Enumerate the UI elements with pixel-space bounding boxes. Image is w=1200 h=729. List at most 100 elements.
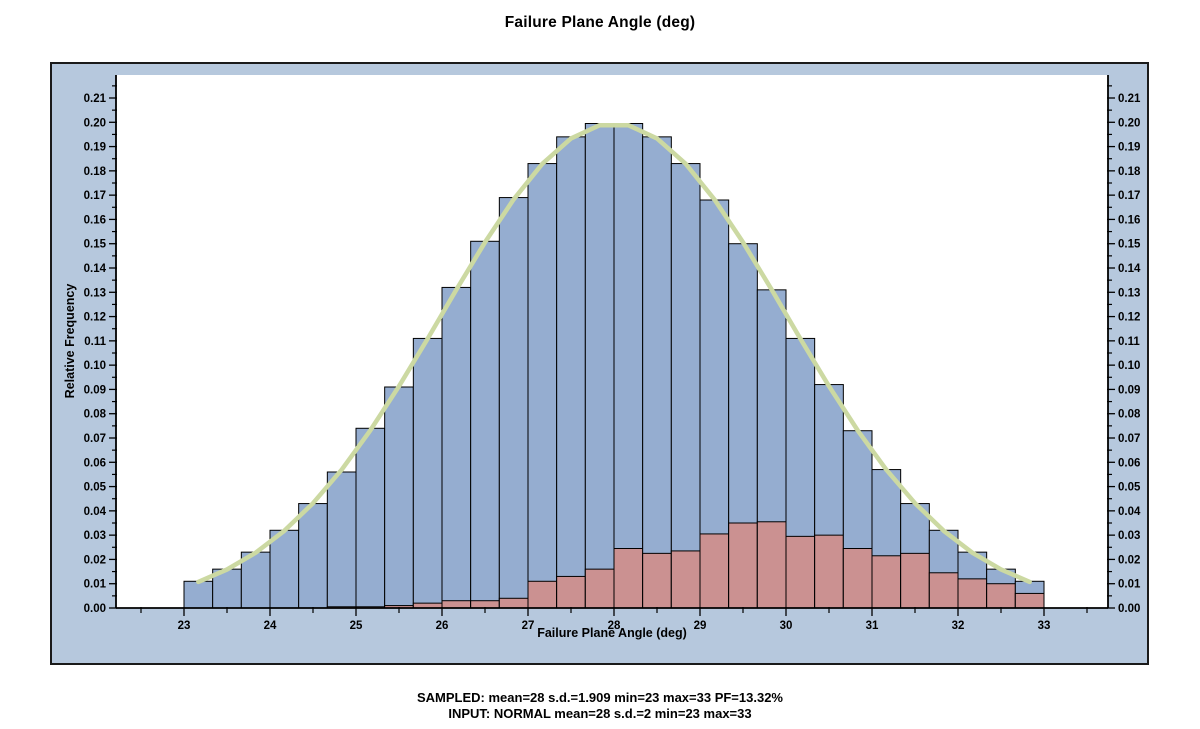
failed-samples-bar	[613, 548, 644, 609]
statistics-footer: SAMPLED: mean=28 s.d.=1.909 min=23 max=3…	[0, 690, 1200, 722]
y-axis-tick-label-right: 0.10	[1118, 360, 1140, 372]
y-axis-tick-label-right: 0.13	[1118, 287, 1140, 299]
x-axis-title: Failure Plane Angle (deg)	[537, 626, 687, 640]
failed-samples-bar	[814, 534, 844, 609]
y-axis-tick-label-right: 0.19	[1118, 142, 1140, 154]
y-axis-tick-label-right: 0.05	[1118, 482, 1141, 494]
x-axis-tick-label: 25	[350, 620, 363, 632]
failed-samples-bar	[986, 583, 1016, 609]
y-axis-tick-label-right: 0.02	[1118, 554, 1140, 566]
y-axis-tick-label-right: 0.21	[1118, 93, 1141, 105]
chart-title: Failure Plane Angle (deg)	[504, 14, 696, 31]
histogram-bar	[498, 197, 529, 609]
failed-samples-bar	[699, 533, 730, 609]
failed-samples-bar	[670, 550, 701, 609]
histogram-bar	[298, 503, 328, 609]
failed-samples-bar	[642, 552, 672, 609]
histogram-bar	[470, 240, 500, 609]
histogram-bar	[183, 580, 214, 609]
failed-samples-bar	[957, 578, 988, 609]
y-axis-tick-label-left: 0.12	[84, 312, 106, 324]
y-axis-tick-label-left: 0.01	[84, 579, 107, 591]
x-axis-tick-label: 28	[608, 620, 621, 632]
y-axis-tick-label-left: 0.19	[84, 142, 106, 154]
x-axis-tick-label: 30	[780, 620, 793, 632]
y-axis-tick-label-left: 0.06	[84, 457, 106, 469]
failed-samples-bar	[556, 575, 586, 609]
x-axis-tick-label: 23	[178, 620, 191, 632]
failed-samples-bar	[441, 600, 472, 609]
x-axis-tick-label: 27	[522, 620, 535, 632]
histogram-bar	[642, 136, 672, 609]
normal-fit-curve	[196, 122, 1032, 585]
histogram-bar	[384, 386, 414, 609]
y-axis-tick-label-left: 0.17	[84, 190, 106, 202]
failed-samples-bar	[728, 522, 758, 609]
failed-samples-bar	[756, 521, 787, 609]
x-axis-tick-label: 29	[694, 620, 707, 632]
y-axis-tick-label-right: 0.18	[1118, 166, 1141, 178]
y-axis-tick-label-right: 0.11	[1118, 336, 1140, 348]
y-axis-tick-label-left: 0.21	[84, 93, 107, 105]
y-axis-tick-label-left: 0.04	[84, 506, 107, 518]
y-axis-tick-label-right: 0.07	[1118, 433, 1140, 445]
y-axis-tick-label-left: 0.08	[84, 409, 107, 421]
y-axis-tick-label-right: 0.16	[1118, 214, 1140, 226]
y-axis-tick-label-left: 0.16	[84, 214, 106, 226]
histogram-bar	[441, 286, 472, 609]
y-axis-tick-label-left: 0.03	[84, 530, 106, 542]
y-axis-tick-label-left: 0.09	[84, 384, 106, 396]
y-axis-tick-label-left: 0.10	[84, 360, 106, 372]
y-axis-tick-label-left: 0.11	[84, 336, 106, 348]
failed-samples-bar	[785, 535, 816, 609]
y-axis-tick-label-right: 0.04	[1118, 506, 1141, 518]
input-stats-line: INPUT: NORMAL mean=28 s.d.=2 min=23 max=…	[448, 706, 752, 721]
y-axis-tick-label-left: 0.05	[84, 482, 107, 494]
failed-samples-bar	[871, 555, 902, 609]
histogram-bar	[613, 123, 644, 609]
histogram-bar	[412, 337, 443, 609]
y-axis-tick-label-right: 0.15	[1118, 239, 1141, 251]
y-axis-tick-label-right: 0.20	[1118, 117, 1140, 129]
x-axis-tick-label: 33	[1038, 620, 1051, 632]
failed-samples-bar	[900, 552, 930, 609]
x-axis-tick-label: 32	[952, 620, 965, 632]
y-axis-tick-label-right: 0.17	[1118, 190, 1140, 202]
y-axis-title: Relative Frequency	[63, 283, 77, 399]
histogram-bar	[269, 529, 300, 609]
y-axis-tick-label-right: 0.01	[1118, 579, 1141, 591]
y-axis-tick-label-left: 0.07	[84, 433, 106, 445]
failed-samples-bar	[584, 568, 615, 609]
x-axis-tick-label: 31	[866, 620, 879, 632]
y-axis-tick-label-right: 0.12	[1118, 312, 1140, 324]
histogram-bar	[670, 163, 701, 609]
histogram-bar	[326, 471, 357, 609]
y-axis-tick-label-right: 0.09	[1118, 384, 1140, 396]
y-axis-tick-label-right: 0.08	[1118, 409, 1141, 421]
y-axis-tick-label-left: 0.14	[84, 263, 107, 275]
y-axis-tick-label-right: 0.14	[1118, 263, 1141, 275]
sampled-stats-line: SAMPLED: mean=28 s.d.=1.909 min=23 max=3…	[416, 690, 783, 705]
y-axis-tick-label-right: 0.06	[1118, 457, 1140, 469]
failed-samples-bar	[470, 600, 500, 609]
y-axis-tick-label-left: 0.13	[84, 287, 106, 299]
x-axis-tick-label: 26	[436, 620, 449, 632]
histogram-bar	[584, 123, 615, 609]
y-axis-tick-label-left: 0.02	[84, 554, 106, 566]
y-axis-tick-label-left: 0.00	[84, 603, 106, 615]
failed-samples-bar	[842, 548, 873, 609]
failed-samples-bar	[1014, 592, 1045, 609]
histogram-bar	[527, 163, 558, 609]
failed-samples-bar	[527, 580, 558, 609]
y-axis-tick-label-left: 0.20	[84, 117, 106, 129]
y-axis-tick-label-left: 0.18	[84, 166, 107, 178]
failed-samples-bar	[928, 572, 959, 609]
y-axis-tick-label-left: 0.15	[84, 239, 107, 251]
failed-samples-bar	[498, 597, 529, 609]
y-axis-tick-label-right: 0.00	[1118, 603, 1140, 615]
x-axis-tick-label: 24	[264, 620, 277, 632]
histogram-bar	[556, 136, 586, 609]
y-axis-tick-label-right: 0.03	[1118, 530, 1140, 542]
